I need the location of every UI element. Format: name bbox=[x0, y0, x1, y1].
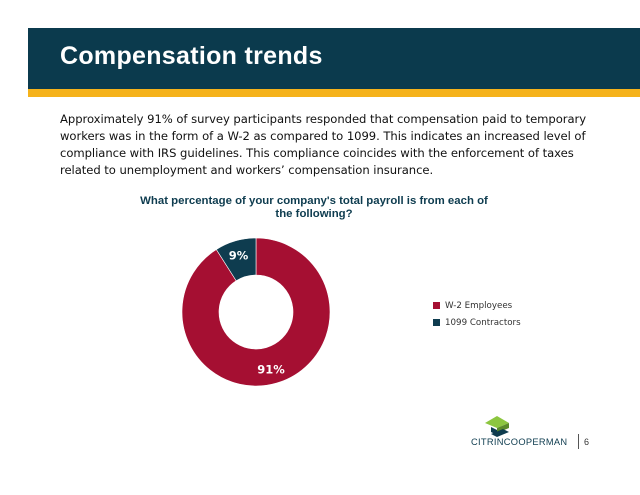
legend-label-1: 1099 Contractors bbox=[445, 317, 521, 328]
logo-mark bbox=[485, 416, 509, 437]
header-band bbox=[28, 28, 640, 89]
page-number-divider bbox=[578, 434, 579, 449]
logo-wordmark-part-2: COOPERMAN bbox=[503, 437, 568, 447]
logo-wordmark-part-1: CITRIN bbox=[471, 437, 504, 447]
citrin-cooperman-logo bbox=[485, 416, 509, 437]
intro-paragraph: Approximately 91% of survey participants… bbox=[60, 112, 587, 177]
slice-label-1: 9% bbox=[229, 249, 249, 263]
legend-label-0: W-2 Employees bbox=[445, 300, 513, 311]
header-accent-stripe bbox=[28, 89, 640, 97]
slice-label-0: 91% bbox=[257, 363, 285, 377]
chart-title: What percentage of your company's total … bbox=[140, 195, 488, 220]
page-number: 6 bbox=[584, 437, 590, 447]
donut-slice-1 bbox=[215, 237, 257, 282]
legend-swatch-0 bbox=[433, 302, 440, 309]
page-title: Compensation trends bbox=[60, 42, 323, 70]
legend-item-1: 1099 Contractors bbox=[433, 314, 521, 331]
legend-swatch-1 bbox=[433, 319, 440, 326]
legend-item-0: W-2 Employees bbox=[433, 297, 521, 314]
logo-wordmark: CITRINCOOPERMAN bbox=[471, 437, 567, 447]
donut-slice-0 bbox=[181, 237, 331, 387]
chart-legend: W-2 Employees 1099 Contractors bbox=[433, 297, 521, 331]
